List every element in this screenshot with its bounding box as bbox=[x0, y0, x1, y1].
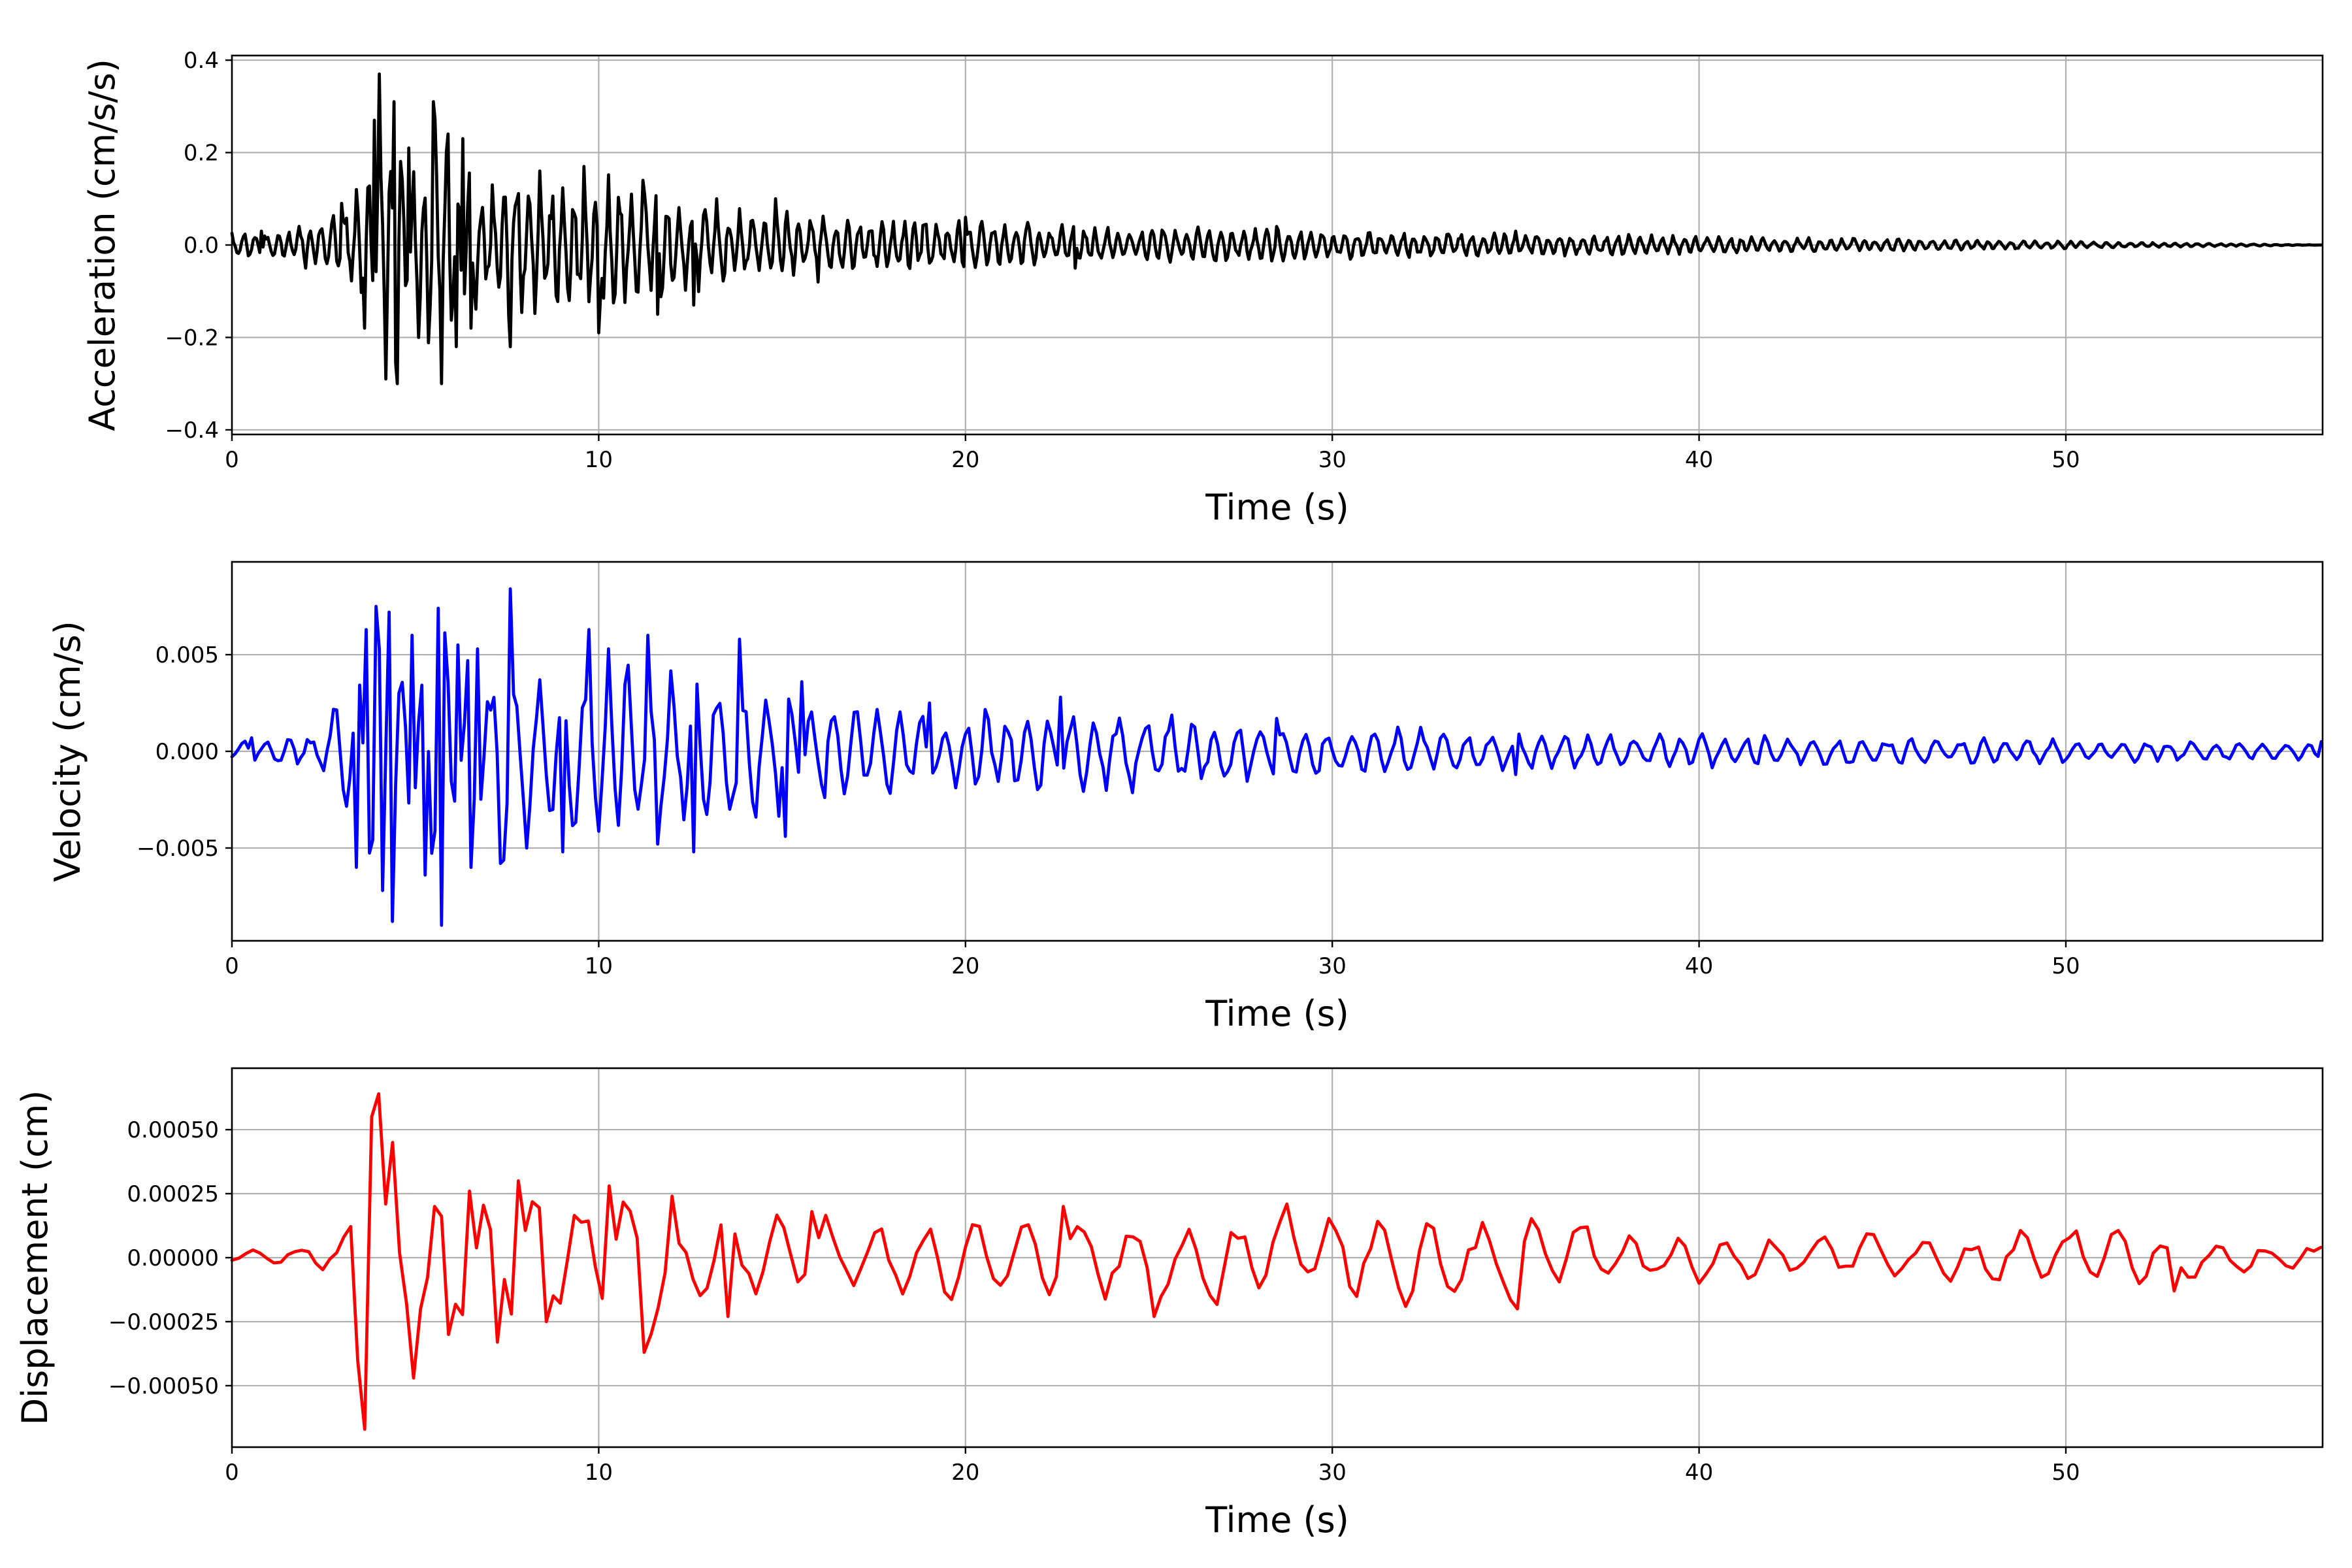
y-tick-label: 0.00025 bbox=[127, 1181, 219, 1207]
x-tick-label: 30 bbox=[1318, 1460, 1347, 1486]
y-axis-label: Displacement (cm) bbox=[14, 1090, 56, 1426]
y-tick-label: 0.005 bbox=[155, 642, 219, 668]
x-tick-label: 0 bbox=[225, 953, 239, 979]
acceleration-series-line bbox=[230, 72, 2323, 385]
displacement-series-line bbox=[230, 1092, 2323, 1431]
x-tick-label: 20 bbox=[951, 1460, 979, 1486]
x-tick-label: 40 bbox=[1685, 953, 1713, 979]
x-tick-label: 30 bbox=[1318, 447, 1347, 473]
y-tick-label: −0.00050 bbox=[108, 1373, 219, 1399]
x-tick-label: 40 bbox=[1685, 447, 1713, 473]
x-tick-label: 30 bbox=[1318, 953, 1347, 979]
x-tick-label: 10 bbox=[585, 953, 613, 979]
y-tick-label: 0.0 bbox=[184, 233, 219, 259]
x-tick-label: 50 bbox=[2051, 1460, 2080, 1486]
x-tick-label: 50 bbox=[2051, 447, 2080, 473]
x-tick-label: 20 bbox=[951, 953, 979, 979]
y-axis-label: Acceleration (cm/s/s) bbox=[82, 59, 123, 431]
y-tick-label: −0.005 bbox=[137, 836, 219, 862]
x-tick-label: 20 bbox=[951, 447, 979, 473]
x-tick-label: 40 bbox=[1685, 1460, 1713, 1486]
y-tick-label: 0.00050 bbox=[127, 1117, 219, 1143]
x-axis-label: Time (s) bbox=[1205, 1499, 1349, 1541]
panel-velocity: 0 10 20 30 40 50 −0.005 0.000 0.005 Time (s) Veloc… bbox=[47, 561, 2324, 1034]
y-tick-label: 0.4 bbox=[184, 48, 219, 74]
y-tick-label: 0.2 bbox=[184, 140, 219, 167]
panel-acceleration: 0 10 20 30 40 50 −0.4 −0.2 0.0 0.2 0.4 Time (s) Acce… bbox=[82, 48, 2324, 528]
velocity-series-line bbox=[230, 587, 2323, 927]
x-tick-label: 10 bbox=[585, 447, 613, 473]
y-tick-label: −0.2 bbox=[165, 325, 219, 351]
x-tick-label: 50 bbox=[2051, 953, 2080, 979]
x-tick-label: 10 bbox=[585, 1460, 613, 1486]
y-axis-label: Velocity (cm/s) bbox=[47, 621, 88, 882]
x-axis-label: Time (s) bbox=[1205, 487, 1349, 528]
y-tick-label: 0.000 bbox=[155, 739, 219, 765]
y-tick-label: −0.4 bbox=[165, 417, 219, 444]
y-tick-label: −0.00025 bbox=[108, 1309, 219, 1335]
panel-displacement: 0 10 20 30 40 50 −0.00050 −0.00025 0.00000 0.0002… bbox=[14, 1067, 2324, 1541]
x-axis-label: Time (s) bbox=[1205, 993, 1349, 1034]
x-tick-label: 0 bbox=[225, 1460, 239, 1486]
x-tick-label: 0 bbox=[225, 447, 239, 473]
y-tick-label: 0.00000 bbox=[127, 1245, 219, 1271]
